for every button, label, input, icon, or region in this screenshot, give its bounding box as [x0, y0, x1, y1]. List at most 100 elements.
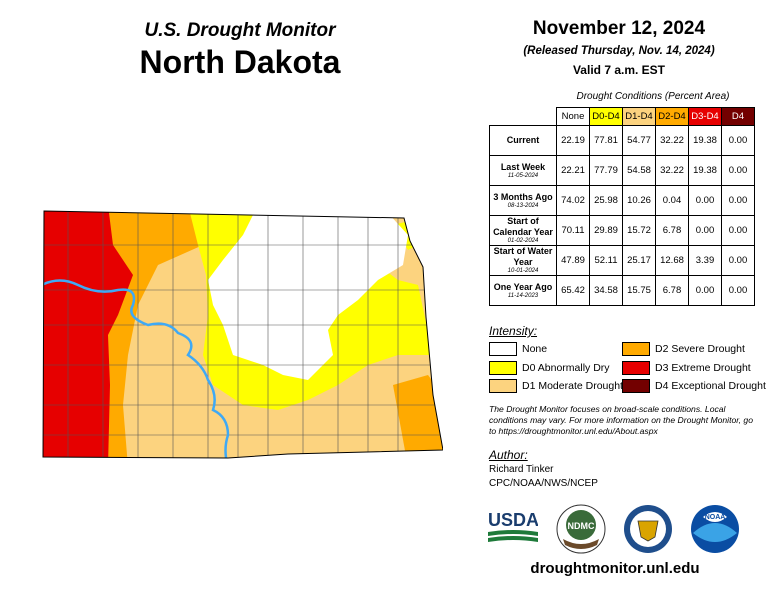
usda-logo: USDA [488, 510, 538, 542]
column-header: D0-D4 [589, 107, 623, 126]
row-label-text: Start of Water Year [493, 246, 553, 267]
table-cell: 6.78 [655, 275, 689, 306]
table-cell: 15.72 [622, 215, 656, 246]
doc-seal-logo [624, 505, 672, 553]
row-label-date: 10-01-2024 [507, 268, 539, 274]
table-cell: 34.58 [589, 275, 623, 306]
row-label: Last Week 11-05-2024 [489, 155, 557, 186]
release-note: (Released Thursday, Nov. 14, 2024) [523, 45, 715, 57]
legend-title: Intensity: [489, 324, 538, 338]
table-cell: 0.00 [721, 215, 755, 246]
d2-region-southeast [393, 375, 443, 458]
legend-item: None [489, 342, 547, 356]
table-cell: 0.00 [688, 215, 722, 246]
table-cell: 19.38 [688, 125, 722, 156]
table-cell: 25.17 [622, 245, 656, 276]
table-cell: 29.89 [589, 215, 623, 246]
legend-label: D4 Exceptional Drought [655, 380, 766, 392]
table-cell: 74.02 [556, 185, 590, 216]
legend-swatch [622, 361, 650, 375]
legend-item: D3 Extreme Drought [622, 361, 751, 375]
author-name: Richard Tinker [489, 464, 554, 475]
table-cell: 19.38 [688, 155, 722, 186]
table-cell: 77.81 [589, 125, 623, 156]
table-cell: 0.00 [721, 155, 755, 186]
noaa-logo-text: NOAA [705, 514, 726, 521]
column-header: D3-D4 [688, 107, 722, 126]
column-header: D2-D4 [655, 107, 689, 126]
table-cell: 3.39 [688, 245, 722, 276]
legend-swatch [489, 361, 517, 375]
valid-time: Valid 7 a.m. EST [572, 63, 666, 77]
table-cell: 52.11 [589, 245, 623, 276]
map-title: North Dakota [139, 44, 341, 80]
author-title: Author: [489, 448, 528, 462]
table-cell: 0.00 [721, 245, 755, 276]
map-date: November 12, 2024 [532, 18, 706, 39]
disclaimer-note: The Drought Monitor focuses on broad-sca… [489, 404, 753, 436]
legend-item: D2 Severe Drought [622, 342, 745, 356]
row-label-date: 11-05-2024 [507, 172, 539, 179]
legend-label: D1 Moderate Drought [522, 380, 623, 392]
table-cell: 0.00 [721, 125, 755, 156]
usda-logo-text: USDA [488, 510, 538, 530]
table-cell: 10.26 [622, 185, 656, 216]
table-cell: 22.19 [556, 125, 590, 156]
row-label-date: 01-02-2024 [507, 238, 539, 244]
table-row: Current 22.19 77.81 54.77 32.22 19.38 0.00 [489, 125, 755, 156]
legend-item: D4 Exceptional Drought [622, 379, 766, 393]
row-label: Start of Water Year 10-01-2024 [489, 245, 557, 276]
legend-item: D0 Abnormally Dry [489, 361, 610, 375]
table-cell: 15.75 [622, 275, 656, 306]
legend-label: D3 Extreme Drought [655, 362, 751, 374]
row-label-text: Last Week [500, 161, 546, 172]
legend-item: D1 Moderate Drought [489, 379, 623, 393]
legend-label: None [522, 343, 548, 355]
table-cell: 32.22 [655, 125, 689, 156]
row-label-text: Start of Calendar Year [493, 216, 553, 237]
north-dakota-drought-map [42, 210, 443, 459]
table-cell: 77.79 [589, 155, 623, 186]
table-row: Start of Calendar Year 01-02-2024 70.11 29.… [489, 215, 755, 246]
table-cell: 70.11 [556, 215, 590, 246]
table-cell: 0.00 [721, 275, 755, 306]
ndmc-logo-text: NDMC [568, 521, 595, 531]
row-label-text: One Year Ago [493, 281, 553, 292]
table-header-row: None D0-D4 D1-D4 D2-D4 D3-D4 D4 [490, 107, 755, 126]
table-cell: 54.58 [622, 155, 656, 186]
website-url[interactable]: droughtmonitor.unl.edu [530, 560, 700, 577]
row-label-date: 08-13-2024 [507, 202, 539, 209]
table-row: Start of Water Year 10-01-2024 47.89 52.11 2… [489, 245, 755, 276]
table-cell: 65.42 [556, 275, 590, 306]
ndmc-logo: NDMC [556, 504, 606, 554]
table-cell: 0.00 [688, 185, 722, 216]
table-row: 3 Months Ago 08-13-2024 74.02 25.98 10.26 0.0… [489, 185, 755, 216]
row-label: Start of Calendar Year 01-02-2024 [489, 215, 557, 246]
table-cell: 0.00 [688, 275, 722, 306]
column-header: D1-D4 [622, 107, 656, 126]
table-row: Last Week 11-05-2024 22.21 77.79 54.58 32.22 1… [489, 155, 755, 186]
noaa-logo: NOAA [691, 505, 739, 553]
table-cell: 22.21 [556, 155, 590, 186]
table-cell: 0.04 [655, 185, 689, 216]
row-label-text: Current [506, 135, 540, 145]
table-corner [490, 108, 557, 126]
legend-swatch [489, 379, 517, 393]
row-label: Current [489, 125, 557, 156]
table-cell: 54.77 [622, 125, 656, 156]
legend-swatch [622, 342, 650, 356]
table-cell: 25.98 [589, 185, 623, 216]
table-row: One Year Ago 11-14-2023 65.42 34.58 15.75 6.7… [489, 275, 755, 306]
row-label-date: 11-14-2023 [507, 292, 539, 299]
table-cell: 32.22 [655, 155, 689, 186]
d3-region [43, 211, 133, 458]
legend-label: D0 Abnormally Dry [522, 362, 610, 374]
column-header: None [556, 107, 590, 126]
column-header: D4 [721, 107, 755, 126]
table-cell: 0.00 [721, 185, 755, 216]
row-label: One Year Ago 11-14-2023 [489, 275, 557, 306]
map-subtitle: U.S. Drought Monitor [144, 20, 336, 41]
legend-swatch [622, 379, 650, 393]
row-label: 3 Months Ago 08-13-2024 [489, 185, 557, 216]
table-cell: 12.68 [655, 245, 689, 276]
